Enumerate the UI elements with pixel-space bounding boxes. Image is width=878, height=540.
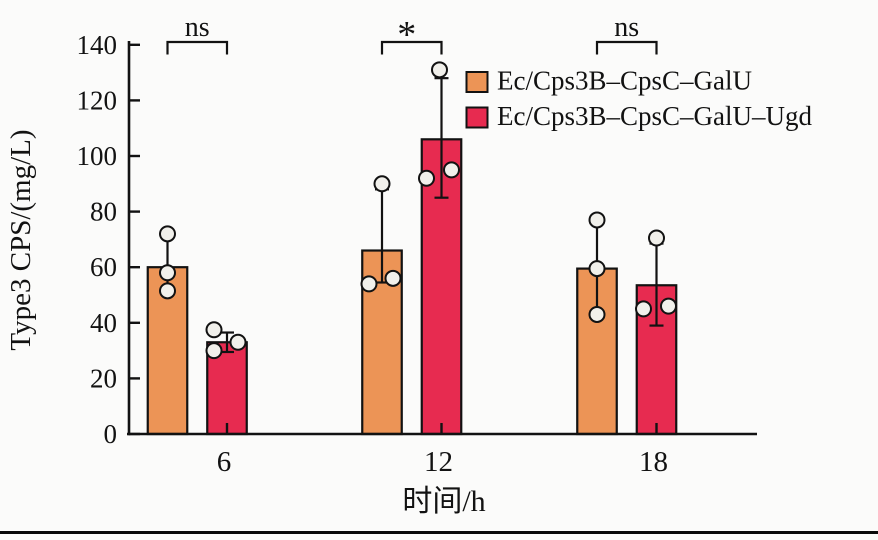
significance-bracket — [380, 40, 443, 55]
legend-label-series1: Ec/Cps3B–CpsC–GalU — [497, 66, 752, 96]
x-tick-label: 12 — [424, 446, 453, 478]
data-point — [443, 161, 460, 179]
legend-swatch-series2 — [465, 106, 489, 129]
y-tick-label: 60 — [90, 252, 117, 282]
legend-swatch-series1 — [465, 71, 489, 93]
y-tick-label: 140 — [77, 30, 118, 60]
data-point — [205, 321, 223, 339]
data-point — [648, 229, 665, 247]
data-point — [418, 169, 435, 187]
y-tick-label: 20 — [90, 363, 117, 393]
y-tick-label: 120 — [77, 85, 118, 115]
y-tick-label: 100 — [77, 141, 118, 171]
data-point — [588, 305, 606, 323]
significance-label: ns — [185, 12, 210, 43]
significance-bracket — [166, 40, 229, 55]
data-point — [373, 175, 391, 193]
y-tick-label: 40 — [90, 308, 117, 338]
significance-bracket — [595, 40, 658, 55]
data-point — [588, 260, 606, 278]
data-point — [384, 269, 402, 287]
significance-label: ns — [614, 12, 639, 43]
data-point — [360, 275, 378, 293]
data-point — [588, 211, 606, 229]
data-point — [159, 282, 176, 300]
x-tick-label: 18 — [639, 446, 668, 478]
data-point — [660, 297, 677, 315]
y-axis-title: Type3 CPS/(mg/L) — [5, 129, 37, 350]
data-point — [229, 333, 247, 351]
x-axis-title: 时间/h — [402, 485, 485, 518]
data-point — [431, 61, 448, 79]
data-point — [635, 300, 652, 318]
data-point — [205, 342, 223, 360]
x-tick-label: 6 — [217, 446, 232, 478]
data-point — [159, 225, 176, 243]
legend-label-series2: Ec/Cps3B–CpsC–GalU–Ugd — [497, 101, 813, 131]
page-rule-line — [0, 531, 878, 534]
data-point — [159, 264, 176, 282]
y-tick-label: 80 — [90, 197, 117, 227]
significance-label: * — [397, 14, 416, 56]
y-tick-label: 0 — [104, 419, 118, 449]
